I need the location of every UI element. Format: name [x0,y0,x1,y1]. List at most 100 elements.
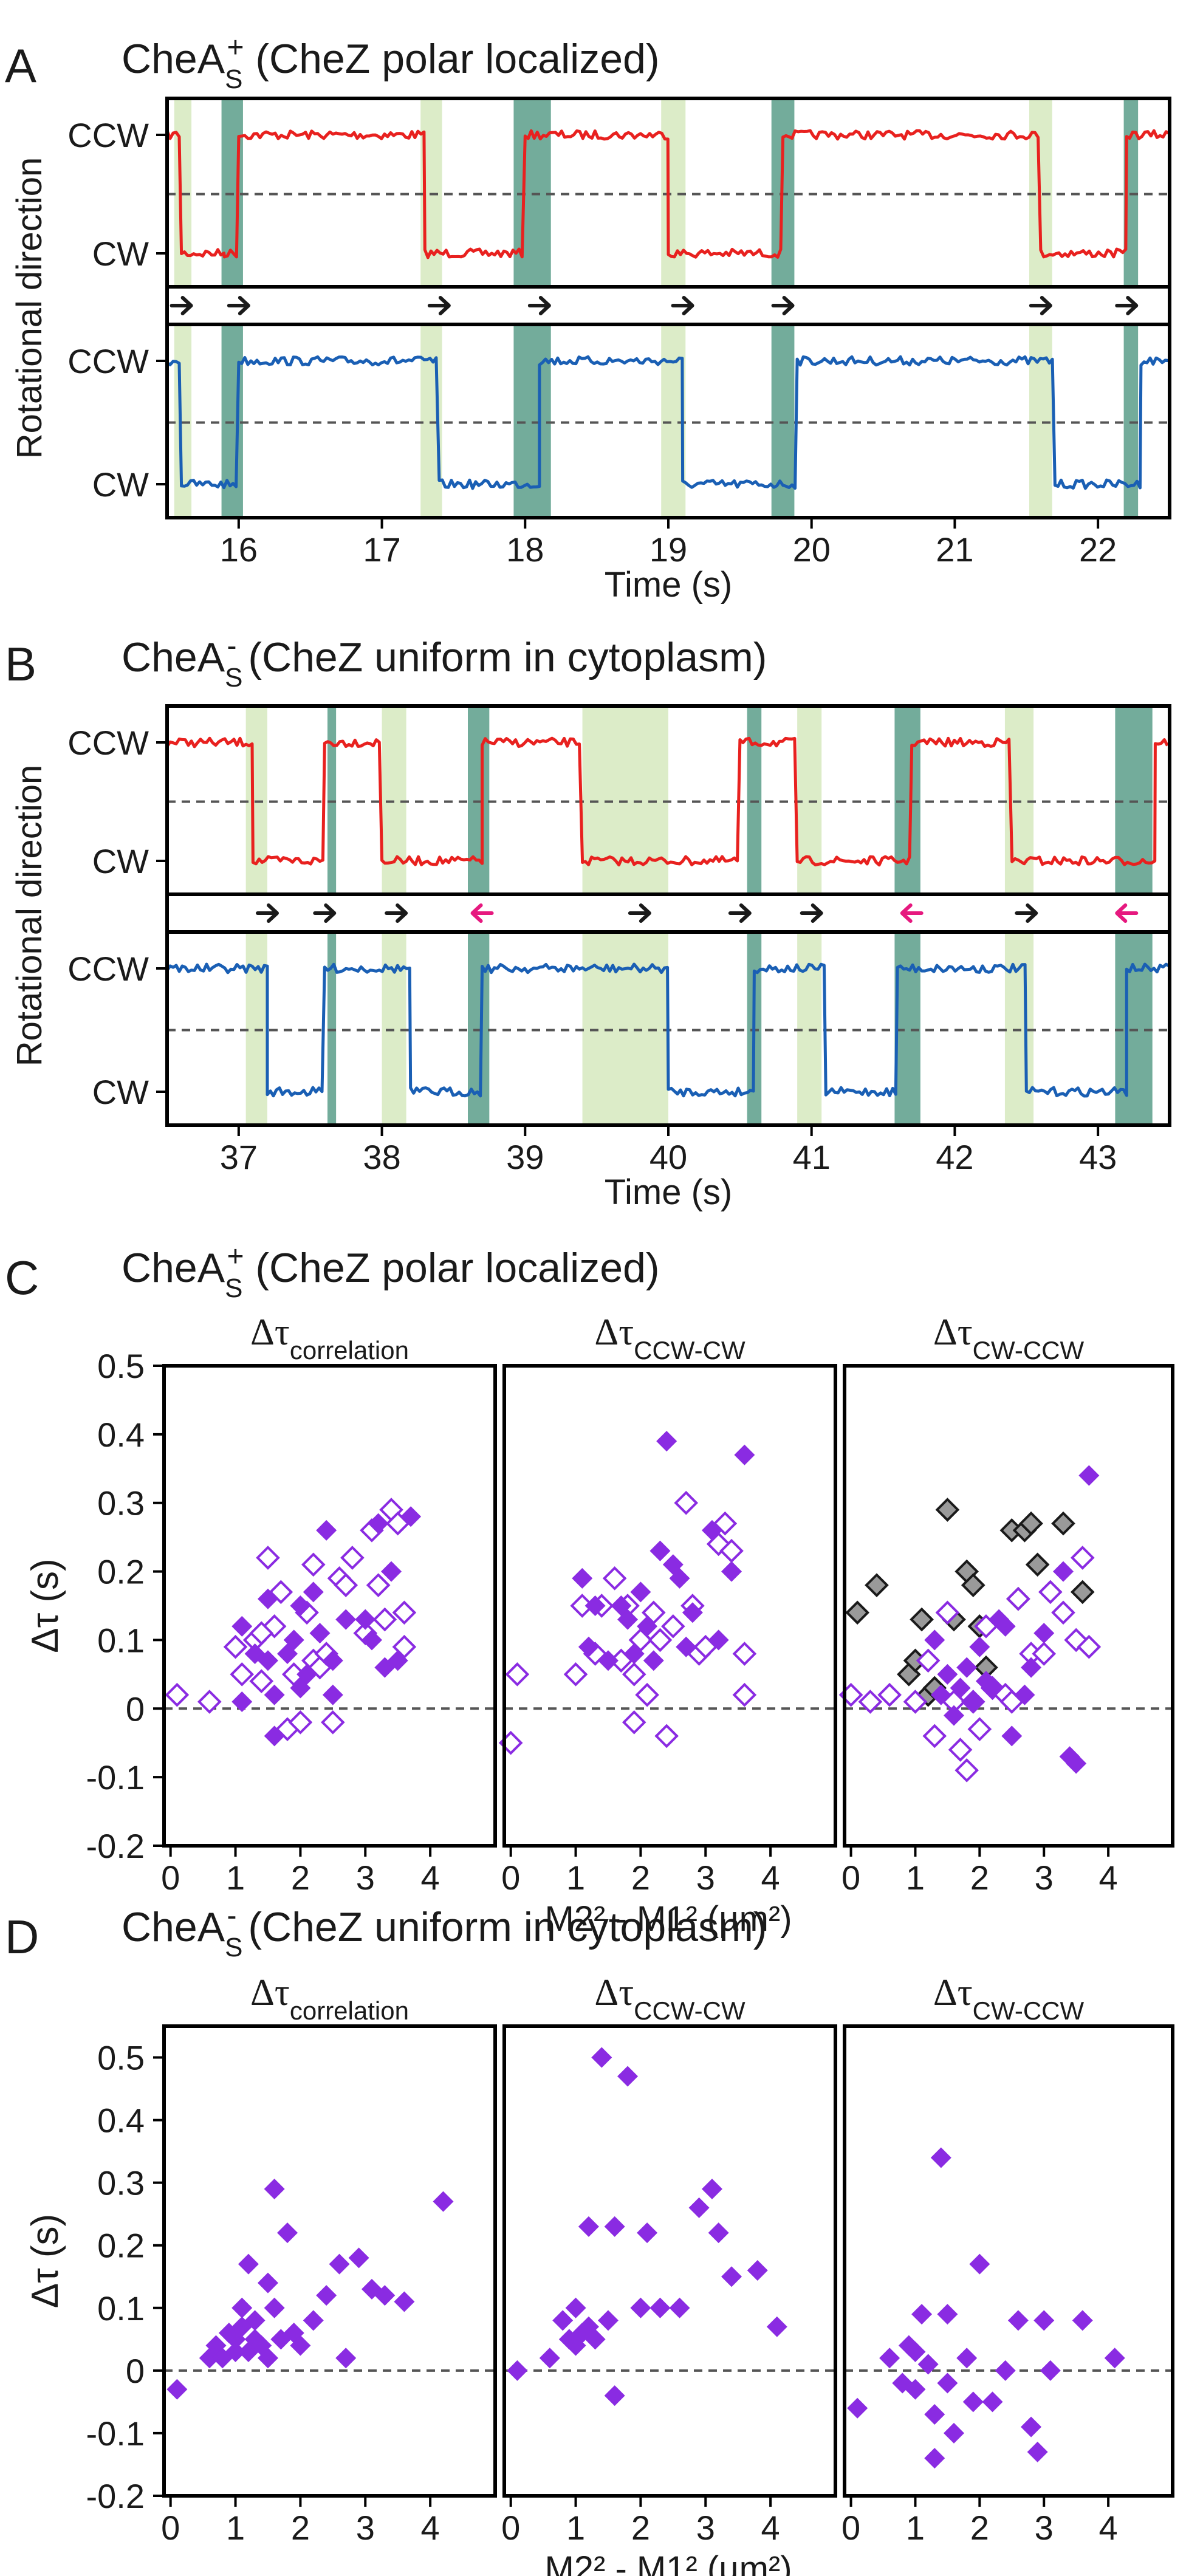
filled-diamond-point [368,1513,389,1534]
open-diamond-point [301,1552,326,1577]
right-arrow-icon [227,296,250,315]
gray-diamond-point [865,1573,889,1597]
open-diamond-point [635,1682,659,1707]
y-tick-label: -0.1 [86,2414,145,2453]
filled-diamond-point [1007,2310,1029,2331]
x-tick-label: 43 [1079,1138,1117,1176]
filled-diamond-point [374,2285,396,2306]
y-tick-label: 0 [126,2352,145,2390]
x-tick-label: 3 [1035,1858,1054,1897]
filled-diamond-point [688,2197,710,2218]
filled-diamond-point [277,2222,298,2244]
x-tick-label: 3 [356,2509,375,2547]
filled-diamond-point [630,1581,651,1603]
gray-diamond-point [935,1498,960,1522]
scatter-subplot: ΔτCCW-CW 0 1 2 3 4 [498,1312,837,1897]
x-tick-label: 18 [506,530,544,569]
ccw-tick-label: CCW [67,724,149,762]
filled-diamond-point [244,2310,266,2331]
filled-diamond-point [995,2360,1016,2381]
x-tick-label: 38 [363,1138,400,1176]
open-diamond-point [1038,1580,1063,1605]
filled-diamond-point [649,1540,671,1561]
filled-diamond-point [956,2348,978,2369]
filled-diamond-point [637,2222,658,2244]
trace-line [166,355,1169,490]
subplot-frame [162,1364,497,1848]
x-tick-label: 41 [793,1138,831,1176]
open-diamond-point [648,1628,673,1653]
subplot-title: Δτcorrelation [250,1312,409,1365]
open-diamond-point [935,1600,960,1625]
x-tick-label: 0 [161,1858,180,1897]
x-tick-label: 4 [1099,1858,1118,1897]
y-axis-label: Rotational direction [10,765,49,1067]
filled-diamond-point [257,1650,278,1671]
filled-diamond-point [637,1615,658,1637]
x-tick-label: 1 [566,1858,585,1897]
filled-diamond-point [982,1677,1003,1699]
panel-letter: D [5,1910,39,1964]
panel-letter: A [5,39,36,92]
gray-diamond-point [1019,1511,1043,1536]
open-diamond-point [505,1662,530,1687]
open-diamond-point [903,1690,928,1714]
y-axis-label: Rotational direction [10,157,49,459]
x-tick-label: 17 [363,530,400,569]
right-arrow-icon [771,296,795,315]
filled-diamond-point [597,2310,619,2331]
subplot-frame [502,2024,837,2498]
filled-diamond-point [905,2341,926,2362]
filled-diamond-point [721,1561,742,1582]
subplot-frame [162,2024,497,2498]
filled-diamond-point [335,2348,357,2369]
open-diamond-point [732,1682,757,1707]
x-tick-label: 40 [649,1138,687,1176]
filled-diamond-point [643,1650,664,1671]
open-diamond-point [256,1546,280,1570]
x-tick-label: 42 [936,1138,973,1176]
filled-diamond-point [847,2397,868,2419]
open-diamond-point [674,1490,699,1515]
y-tick-label: -0.2 [86,2477,145,2515]
filled-diamond-point [257,1588,278,1609]
filled-diamond-point [1066,1753,1087,1774]
left-arrow-icon [1115,903,1139,923]
y-tick-label: 0.4 [97,1416,145,1454]
right-arrow-icon [313,903,337,923]
filled-diamond-point [1021,1657,1042,1678]
open-diamond-point [269,1580,293,1605]
panel-letter: B [5,637,36,691]
open-diamond-point [922,1724,947,1749]
filled-diamond-point [1053,1561,1074,1582]
filled-diamond-point [917,2354,939,2375]
open-diamond-point [372,1607,397,1632]
right-arrow-icon [800,903,823,923]
panel-title: CheAS+ (CheZ polar localized) [122,32,660,94]
x-tick-label: 16 [220,530,258,569]
filled-diamond-point [708,1629,729,1651]
x-tick-label: 0 [841,1858,860,1897]
cw-tick-label: CW [92,842,149,880]
filled-diamond-point [1104,2348,1125,2369]
x-tick-label: 2 [631,2509,650,2547]
open-diamond-point [1077,1634,1102,1659]
filled-diamond-point [597,1650,619,1671]
filled-diamond-point [539,2348,560,2369]
x-tick-label: 4 [761,2509,780,2547]
filled-diamond-point [924,2404,945,2425]
filled-diamond-point [944,2422,964,2444]
filled-diamond-point [1040,2360,1061,2381]
cw-tick-label: CW [92,465,149,504]
trace-line [165,129,1170,259]
filled-diamond-point [604,2216,625,2237]
panel-title: CheAS- (CheZ uniform in cytoplasm) [122,1900,767,1962]
open-diamond-point [366,1573,391,1597]
x-tick-label: 2 [970,1858,989,1897]
filled-diamond-point [617,2066,639,2087]
y-tick-label: 0.5 [97,1347,145,1385]
filled-diamond-point [565,2297,586,2318]
gray-diamond-point [1025,1552,1050,1577]
filled-diamond-point [316,2285,337,2306]
trace-line [165,962,1170,1098]
